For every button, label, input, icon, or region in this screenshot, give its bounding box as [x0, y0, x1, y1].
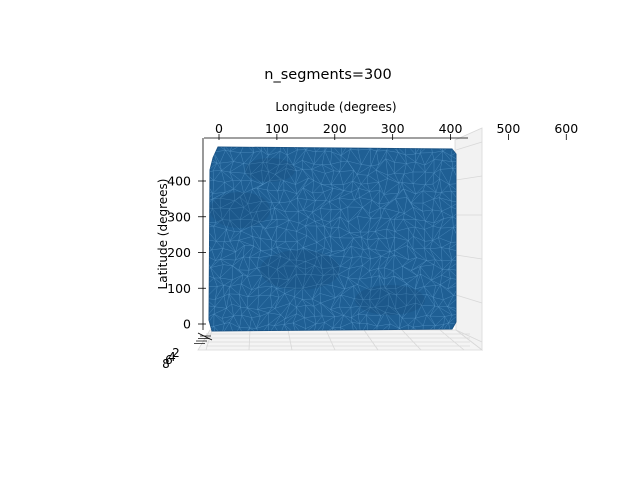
- z-tick-label: 4: [168, 350, 176, 364]
- y-tick-label: 400: [167, 174, 191, 189]
- x-tick-label: 300: [381, 121, 405, 136]
- surface: [208, 146, 457, 332]
- pane-gridline: [455, 329, 483, 343]
- pane-gridline: [455, 294, 483, 304]
- surface-shade: [210, 192, 270, 228]
- x-tick-label: 0: [215, 121, 223, 136]
- pane-gridline: [205, 329, 213, 351]
- x-tick-label: 100: [265, 121, 289, 136]
- pane-gridline: [248, 329, 251, 351]
- surface-shade: [355, 285, 425, 315]
- pane-gridline: [325, 329, 336, 351]
- pane-gridline: [455, 141, 483, 151]
- bottom-pane: [197, 329, 484, 351]
- z-tick-label: 2: [172, 346, 180, 360]
- pane-gridline: [363, 329, 379, 351]
- x-tick-label: 500: [496, 121, 520, 136]
- pane-gridline: [287, 329, 293, 351]
- pane-gridline: [455, 254, 483, 260]
- y-tick-label: 100: [167, 281, 191, 296]
- z-tick-label: 6: [165, 353, 173, 367]
- surface-shade: [260, 250, 340, 290]
- x-axis-label: Longitude (degrees): [275, 100, 396, 114]
- surface-mesh: [209, 147, 456, 331]
- pane-gridline: [455, 175, 483, 181]
- right-pane: [454, 127, 483, 351]
- y-tick-label: 0: [183, 317, 191, 332]
- y-axis-label: Latitude (degrees): [156, 179, 170, 290]
- pane-gridline: [401, 329, 422, 351]
- surface-shade: [245, 158, 295, 182]
- chart-title: n_segments=300: [264, 67, 391, 83]
- x-tick-label: 200: [323, 121, 347, 136]
- z-tick-label: 8: [162, 357, 170, 371]
- pane-gridline: [439, 329, 465, 351]
- x-tick-label: 400: [439, 121, 463, 136]
- y-tick-label: 200: [167, 245, 191, 260]
- y-tick-label: 300: [167, 209, 191, 224]
- x-tick-label: 600: [554, 121, 578, 136]
- z-axis-line: [197, 332, 213, 341]
